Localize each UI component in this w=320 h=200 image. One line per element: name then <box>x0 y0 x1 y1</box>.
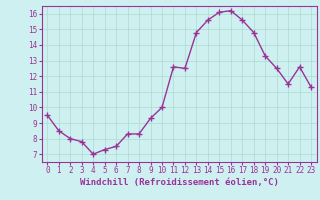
X-axis label: Windchill (Refroidissement éolien,°C): Windchill (Refroidissement éolien,°C) <box>80 178 279 187</box>
